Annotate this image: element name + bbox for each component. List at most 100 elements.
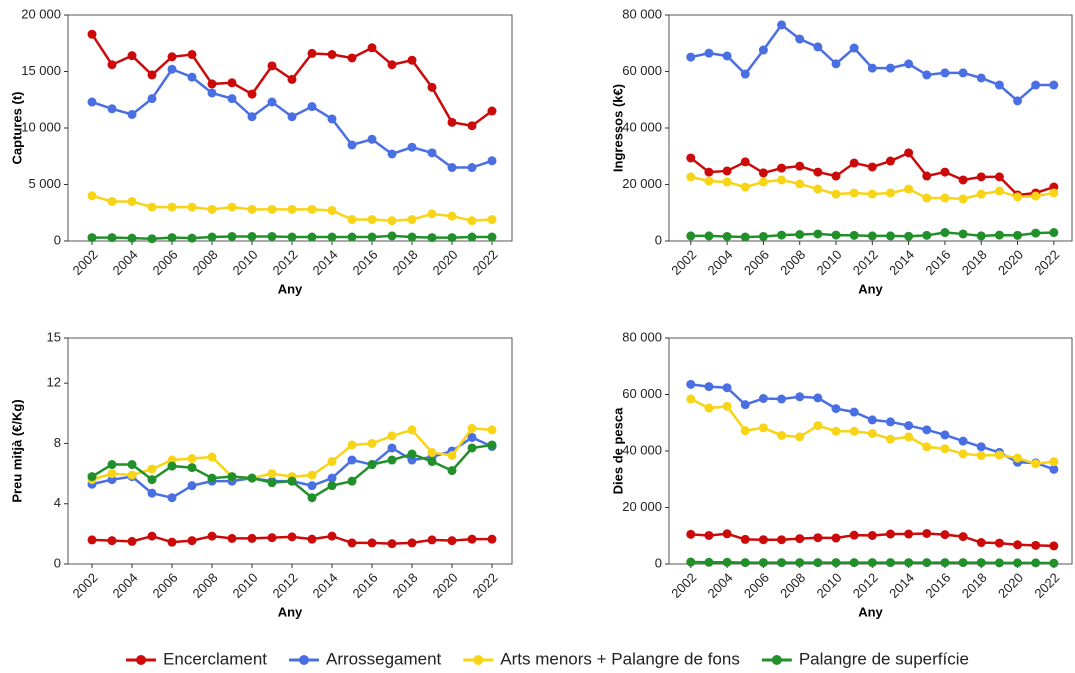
y-tick-label: 5 000: [28, 176, 61, 191]
x-tick-label: 2018: [389, 247, 420, 278]
x-tick-label: 2016: [922, 570, 953, 601]
data-point: [107, 460, 117, 470]
data-point: [922, 70, 932, 80]
x-tick-label: 2012: [269, 570, 300, 601]
x-tick-label: 2002: [69, 570, 100, 601]
data-point: [267, 97, 277, 107]
y-tick-label: 8: [54, 435, 61, 450]
data-point: [994, 80, 1004, 90]
data-point: [167, 537, 177, 547]
data-point: [487, 106, 497, 116]
data-point: [940, 167, 950, 177]
data-point: [207, 232, 217, 242]
data-point: [849, 230, 859, 240]
data-point: [1049, 541, 1059, 551]
data-point: [107, 233, 117, 243]
data-point: [327, 50, 337, 60]
data-point: [867, 530, 877, 540]
data-point: [327, 457, 337, 467]
data-point: [976, 231, 986, 241]
data-point: [367, 460, 377, 470]
data-point: [447, 117, 457, 127]
data-point: [922, 558, 932, 568]
data-point: [207, 452, 217, 462]
data-point: [287, 112, 297, 122]
data-point: [867, 558, 877, 568]
data-point: [327, 205, 337, 215]
data-point: [447, 211, 457, 221]
data-point: [813, 42, 823, 52]
data-point: [976, 451, 986, 461]
data-point: [127, 196, 137, 206]
data-point: [795, 432, 805, 442]
data-point: [1013, 558, 1023, 568]
data-point: [722, 231, 732, 241]
data-point: [427, 82, 437, 92]
data-point: [167, 52, 177, 62]
data-point: [722, 529, 732, 539]
x-tick-label: 2002: [668, 247, 699, 278]
data-point: [867, 162, 877, 172]
data-point: [227, 533, 237, 543]
y-tick-label: 4: [54, 495, 61, 510]
data-point: [427, 148, 437, 158]
data-point: [940, 228, 950, 238]
data-point: [758, 45, 768, 55]
data-point: [487, 534, 497, 544]
data-point: [87, 233, 97, 243]
legend-swatch-dot: [473, 655, 484, 665]
x-tick-label: 2018: [959, 247, 990, 278]
data-point: [167, 233, 177, 243]
data-point: [387, 149, 397, 159]
y-tick-label: 0: [54, 555, 61, 570]
data-point: [107, 104, 117, 114]
data-point: [958, 194, 968, 204]
y-tick-label: 40 000: [622, 442, 662, 457]
data-point: [307, 204, 317, 214]
data-point: [722, 401, 732, 411]
x-axis-label: Any: [278, 281, 303, 296]
data-point: [407, 142, 417, 152]
data-point: [467, 121, 477, 131]
data-point: [740, 426, 750, 436]
data-point: [467, 232, 477, 242]
data-point: [1049, 188, 1059, 198]
data-point: [885, 529, 895, 539]
data-point: [740, 157, 750, 167]
data-point: [904, 432, 914, 442]
data-point: [813, 533, 823, 543]
data-point: [447, 536, 457, 546]
data-point: [187, 233, 197, 243]
x-tick-label: 2006: [741, 247, 772, 278]
data-point: [307, 481, 317, 491]
y-tick-label: 80 000: [622, 6, 662, 21]
data-point: [686, 153, 696, 163]
y-axis-label: Ingressos (k€): [610, 84, 625, 172]
data-point: [227, 231, 237, 241]
x-tick-label: 2004: [109, 247, 140, 278]
data-point: [207, 531, 217, 541]
data-point: [849, 188, 859, 198]
data-point: [247, 204, 257, 214]
data-point: [795, 179, 805, 189]
data-point: [758, 231, 768, 241]
data-point: [1031, 191, 1041, 201]
data-point: [247, 89, 257, 99]
data-point: [740, 182, 750, 192]
data-point: [287, 232, 297, 242]
y-tick-label: 0: [655, 232, 662, 247]
data-point: [427, 233, 437, 243]
data-point: [427, 457, 437, 467]
y-tick-label: 60 000: [622, 386, 662, 401]
data-point: [1049, 558, 1059, 568]
data-point: [904, 529, 914, 539]
data-point: [1049, 228, 1059, 238]
y-tick-label: 80 000: [622, 329, 662, 344]
data-point: [267, 231, 277, 241]
data-point: [267, 478, 277, 488]
data-point: [704, 382, 714, 392]
data-point: [777, 535, 787, 545]
data-point: [367, 215, 377, 225]
y-tick-label: 0: [655, 555, 662, 570]
